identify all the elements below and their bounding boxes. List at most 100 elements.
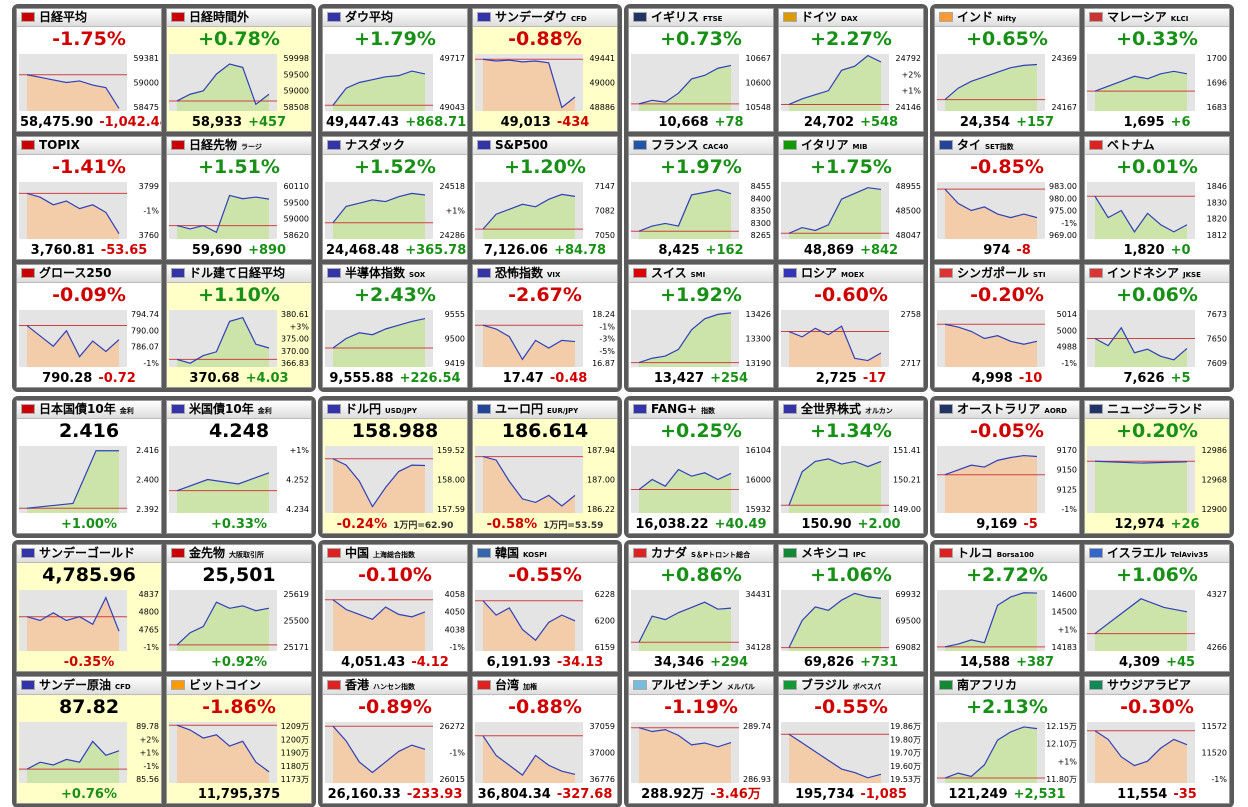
axis-label: 286.93: [743, 775, 771, 784]
chart-area: [27, 741, 119, 783]
headline-value: -1.75%: [52, 28, 126, 50]
market-name: タイ: [957, 138, 982, 152]
market-tile[interactable]: ロシア MOEX -0.60% 2758 2717 2,725 -17: [778, 264, 924, 388]
axis-label: -1%: [1061, 505, 1077, 514]
market-tile[interactable]: 韓国 KOSPI -0.55% 6228 6200 6159 6,191.93 -34.13: [472, 544, 618, 672]
market-sub: JKSE: [1183, 271, 1201, 279]
market-tile[interactable]: イスラエル TelAviv35 +1.06% 4327 4266 4,309 +45: [1084, 544, 1230, 672]
market-tile[interactable]: 台湾 加権 -0.88% 37059 37000 36776 36,804.34 -327.6…: [472, 676, 618, 804]
market-tile[interactable]: トルコ Borsa100 +2.72% 14600 14500 +1% 14183 14,58…: [934, 544, 1080, 672]
market-tile[interactable]: 日経先物 ラージ +1.51% 60110 59500 59000 58620 59,690 +…: [166, 136, 312, 260]
market-tile[interactable]: アルゼンチン メルバル -1.19% 289.74 286.93 288.92万 -3.46…: [628, 676, 774, 804]
market-tile[interactable]: ベトナム +0.01% 1846 1830 1820 1812 1,820 +0: [1084, 136, 1230, 260]
mini-chart: 34431 34128: [631, 590, 771, 652]
axis-label: 4058: [445, 590, 465, 599]
price-line: [26, 192, 120, 234]
price-line: [788, 54, 882, 106]
market-tile[interactable]: 全世界株式 オルカン +1.34% 151.41 150.21 149.00 150.90 +…: [778, 400, 924, 534]
market-tile[interactable]: サンデー原油 CFD 87.82 89.78 +2% +1% -1% 85.56 +0.76%: [16, 676, 162, 804]
market-sub: CFD: [115, 683, 131, 691]
market-tile[interactable]: マレーシア KLCI +0.33% 1700 1696 1683 1,695 +6: [1084, 8, 1230, 132]
axis-label: 25619: [284, 590, 309, 599]
market-sub: CAC40: [702, 143, 729, 151]
axis-label: 19.60万: [890, 762, 921, 771]
market-tile[interactable]: 香港 ハンセン指数 -0.89% 26272 -1% 26015 26,160.33 -233…: [322, 676, 468, 804]
market-tile[interactable]: ユーロ円 EUR/JPY 186.614 187.94 187.00 186.22 -0.5…: [472, 400, 618, 534]
tile-footer: 16,038.22 +40.49: [629, 517, 773, 532]
market-tile[interactable]: メキシコ IPC +1.06% 69932 69500 69082 69,826 +731: [778, 544, 924, 672]
market-tile[interactable]: 日本国債10年 金利 2.416 2.416 2.400 2.392 +1.00%: [16, 400, 162, 534]
market-tile[interactable]: 中国 上海総合指数 -0.10% 4058 4050 4038 -1% 4,051.43 -4.…: [322, 544, 468, 672]
market-tile[interactable]: 日経時間外 +0.78% 59998 59500 59000 58508 58,933 +45…: [166, 8, 312, 132]
market-sub: SET指数: [985, 143, 1014, 151]
tile-header: フランス CAC40: [629, 137, 773, 155]
axis-label: -1%: [143, 762, 159, 771]
market-tile[interactable]: 日経平均 -1.75% 59381 59000 58475 58,475.90 -1,042…: [16, 8, 162, 132]
tile-footer: 2,725 -17: [779, 371, 923, 386]
market-sub: VIX: [547, 271, 561, 279]
market-tile[interactable]: ドル円 USD/JPY 158.988 159.52 158.00 157.59 -0.24…: [322, 400, 468, 534]
chart-area: [789, 55, 881, 111]
mini-chart: 48955 48500 48047: [781, 182, 921, 240]
tile-footer: 288.92万 -3.46万: [629, 783, 773, 802]
market-tile[interactable]: 恐怖指数 VIX -2.67% 18.24 -1% -3% -5% 16.87 17.47 -0.…: [472, 264, 618, 388]
footer-value: +1.00%: [61, 517, 117, 532]
market-tile[interactable]: オーストラリア AORD -0.05% 9170 9150 9125 -1% 9,169 -5: [934, 400, 1080, 534]
footer-value: 24,354: [959, 115, 1011, 130]
market-tile[interactable]: ドル建て日経平均 +1.10% 380.61 +3% 375.00 370.00 366.8…: [166, 264, 312, 388]
market-tile[interactable]: ダウ平均 +1.79% 49717 49043 49,447.43 +868.71: [322, 8, 468, 132]
price-line: [26, 325, 120, 358]
flag-icon: [171, 404, 185, 414]
axis-label: 786.07: [131, 343, 159, 352]
axis-label: 10548: [746, 103, 771, 112]
market-tile[interactable]: FANG+ 指数 +0.25% 16104 16000 15932 16,038.22 +40…: [628, 400, 774, 534]
flag-icon: [171, 548, 185, 558]
market-tile[interactable]: インドネシア JKSE +0.06% 7673 7650 7609 7,626 +5: [1084, 264, 1230, 388]
market-tile[interactable]: 米国債10年 金利 4.248 +1% 4.252 4.234 +0.33%: [166, 400, 312, 534]
footer-value: +294: [710, 655, 749, 670]
mini-chart: 10667 10600 10548: [631, 54, 771, 112]
market-tile[interactable]: 金先物 大阪取引所 25,501 25619 25500 25171 +0.92%: [166, 544, 312, 672]
market-tile[interactable]: カナダ S＆Pトロント総合 +0.86% 34431 34128 34,346 +294: [628, 544, 774, 672]
headline-value: 87.82: [58, 696, 120, 718]
footer-value: 790.28: [42, 371, 93, 386]
market-tile[interactable]: インド Nifty +0.65% 24369 24167 24,354 +157: [934, 8, 1080, 132]
market-tile[interactable]: タイ SET指数 -0.85% 983.00 980.00 975.00 -1% 969.00…: [934, 136, 1080, 260]
market-tile[interactable]: イギリス FTSE +0.73% 10667 10600 10548 10,668 +78: [628, 8, 774, 132]
market-tile[interactable]: サウジアラビア -0.30% 11572 11520 -1% 11,554 -35: [1084, 676, 1230, 804]
footer-value: -3.46万: [710, 787, 761, 802]
footer-value: +162: [705, 243, 744, 258]
tile-footer: 4,051.43 -4.12: [323, 655, 467, 670]
axis-label: -1%: [449, 749, 465, 758]
market-tile[interactable]: フランス CAC40 +1.97% 8455 8400 8350 8300 8265 8,425…: [628, 136, 774, 260]
market-tile[interactable]: 南アフリカ +2.13% 12.15万 12.10万 +1% 11.80万 121,249 +…: [934, 676, 1080, 804]
market-tile[interactable]: ニュージーランド +0.20% 12986 12968 12900 12,974 +26: [1084, 400, 1230, 534]
market-tile[interactable]: ビットコイン -1.86% 1209万 1200万 1190万 1180万 1173万 11,…: [166, 676, 312, 804]
market-tile[interactable]: スイス SMI +1.92% 13426 13300 13190 13,427 +254: [628, 264, 774, 388]
footer-value: -0.35%: [63, 655, 115, 670]
market-tile[interactable]: ナスダック +1.52% 24518 +1% 24286 24,468.48 +365.78: [322, 136, 468, 260]
footer-value: +0: [1170, 243, 1191, 258]
market-tile[interactable]: グロース250 -0.09% 794.74 790.00 786.07 -1% 790.28…: [16, 264, 162, 388]
axis-label: 59500: [284, 198, 309, 207]
axis-label: 49043: [440, 103, 465, 112]
axis-label: 19.70万: [890, 749, 921, 758]
axis-label: 4.252: [286, 476, 309, 485]
footer-value: +157: [1016, 115, 1055, 130]
market-tile[interactable]: S&P500 +1.20% 7147 7082 7050 7,126.06 +84.78: [472, 136, 618, 260]
market-tile[interactable]: ブラジル ボベスパ -0.55% 19.86万 19.80万 19.70万 19.60万 19…: [778, 676, 924, 804]
flag-icon: [171, 12, 185, 22]
market-tile[interactable]: 半導体指数 SOX +2.43% 9555 9500 9419 9,555.88 +226.5…: [322, 264, 468, 388]
market-tile[interactable]: イタリア MIB +1.75% 48955 48500 48047 48,869 +842: [778, 136, 924, 260]
market-tile[interactable]: シンガポール STI -0.20% 5014 5000 4988 -1% 4,998 -10: [934, 264, 1080, 388]
tile-footer: 26,160.33 -233.93: [323, 787, 467, 802]
footer-value: 6,191.93: [486, 655, 551, 670]
market-tile[interactable]: サンデーダウ CFD -0.88% 49441 49000 48886 49,013 -434: [472, 8, 618, 132]
tile-header: ダウ平均: [323, 9, 467, 27]
footer-value: +2,531: [1013, 787, 1066, 802]
market-tile[interactable]: サンデーゴールド 4,785.96 4837 4800 4765 -1% -0.35%: [16, 544, 162, 672]
chart-area: [333, 458, 425, 513]
tile-footer: 370.68 +4.03: [167, 371, 311, 386]
market-tile[interactable]: ドイツ DAX +2.27% 24792 +2% +1% 24146 24,702 +548: [778, 8, 924, 132]
market-tile[interactable]: TOPIX -1.41% 3799 -1% 3760 3,760.81 -53.65: [16, 136, 162, 260]
